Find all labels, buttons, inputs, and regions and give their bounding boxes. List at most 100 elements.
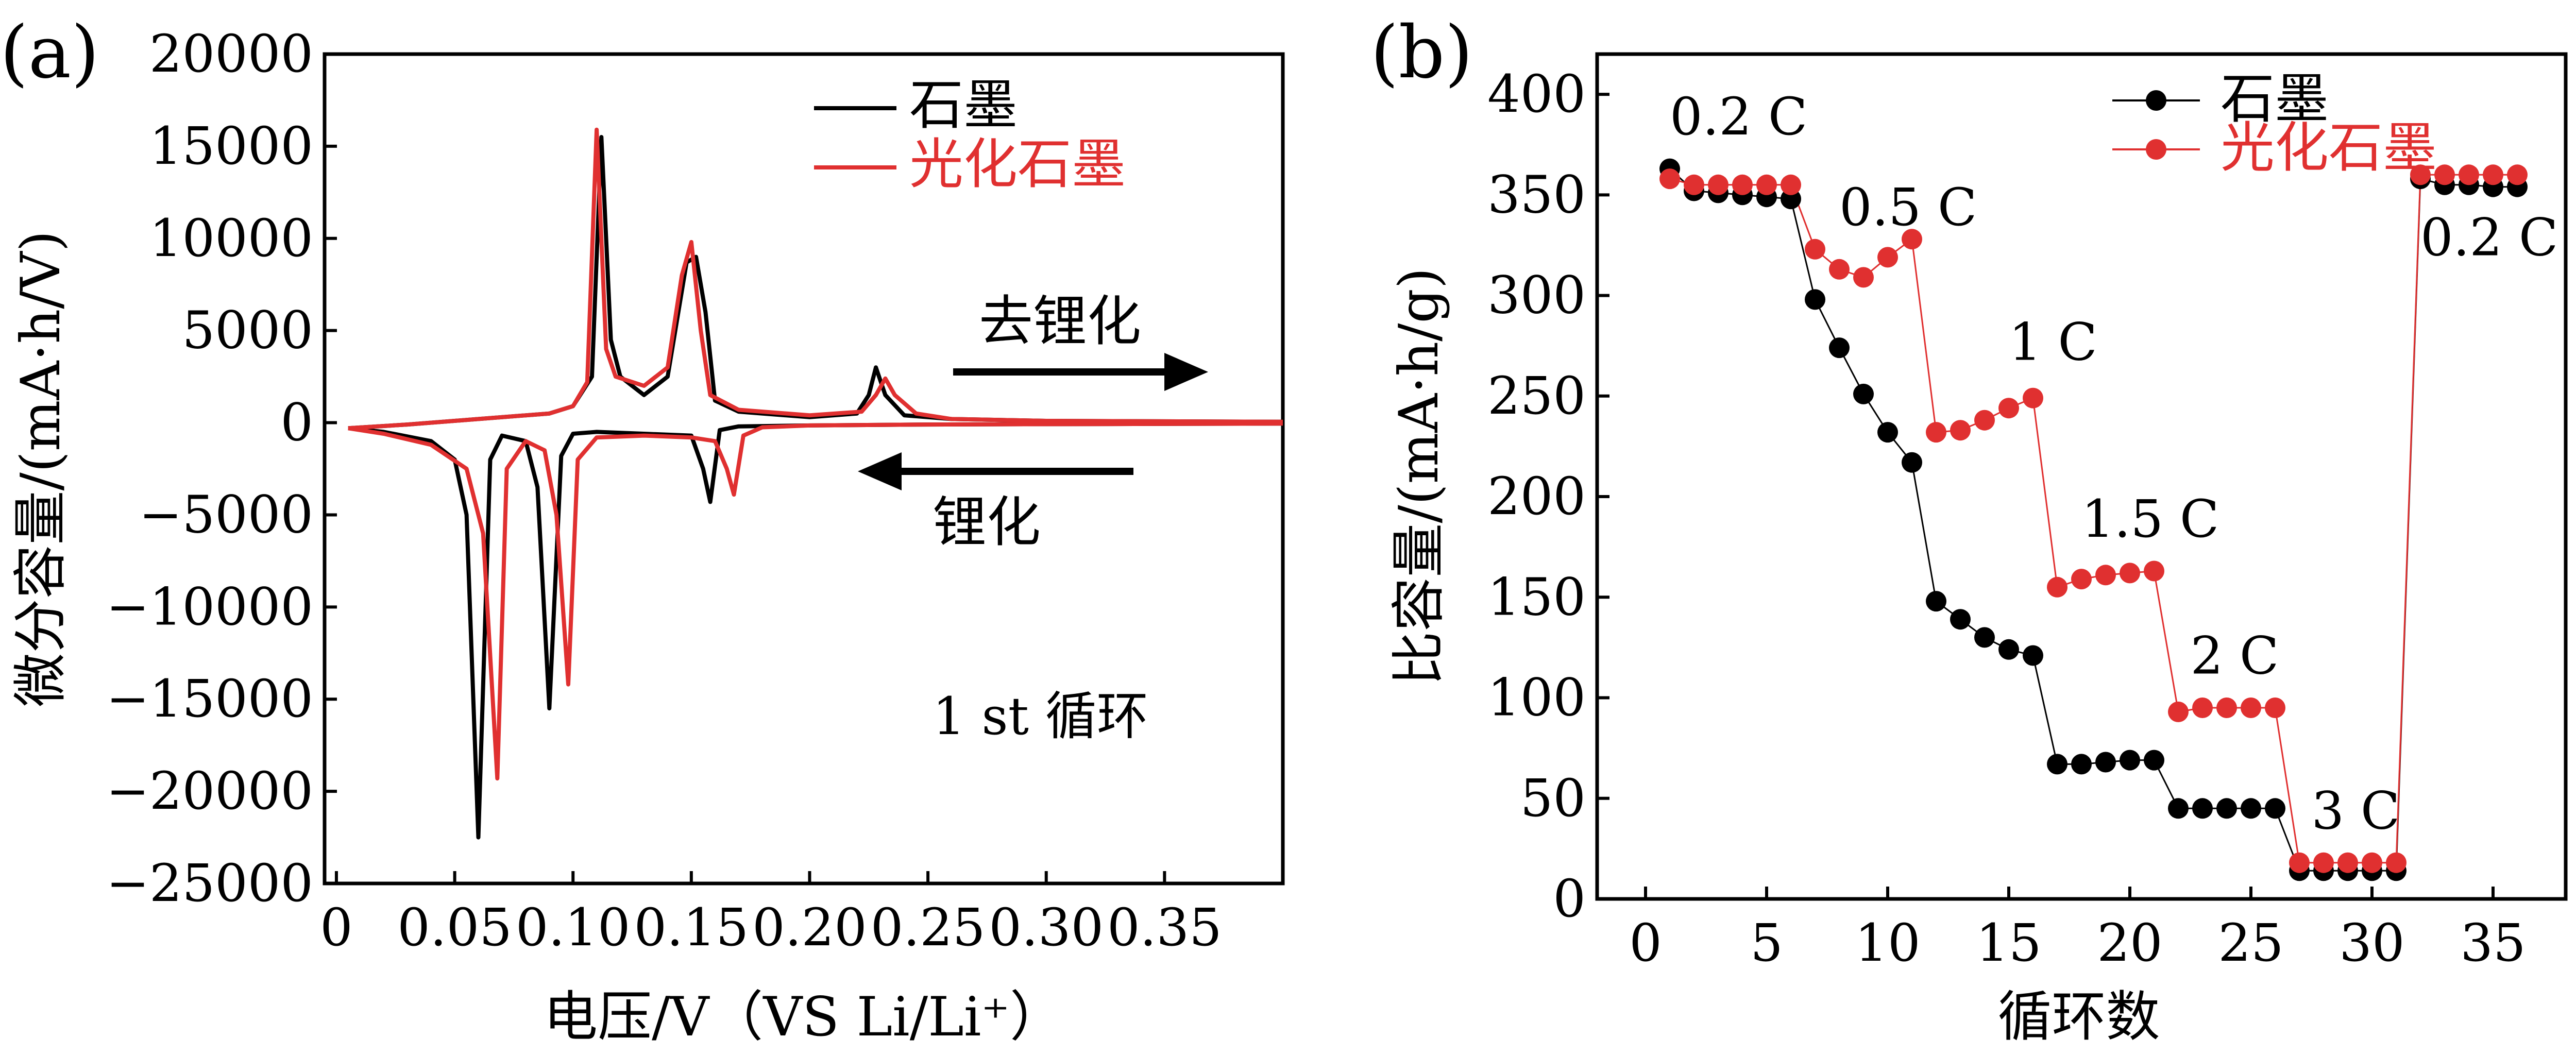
panel-b-series-0-point xyxy=(2216,798,2237,819)
panel-a-y-tick-label: 0 xyxy=(280,393,313,453)
panel-b-series-1-point xyxy=(1732,174,1753,195)
panel-a-series-0-branch-0 xyxy=(348,421,1283,840)
panel-b-x-tick-label: 15 xyxy=(1976,913,2041,973)
panel-b-y-tick-label: 0 xyxy=(1553,869,1586,929)
panel-b-x-tick-label: 30 xyxy=(2339,913,2404,973)
panel-b-series-1-point xyxy=(2023,387,2043,409)
panel-b-series-1-point xyxy=(1781,174,1801,195)
panel-b-series-1-point xyxy=(2192,697,2213,718)
panel-b-series-0-point xyxy=(1974,627,1995,648)
panel-b-series-1-point xyxy=(1877,247,1898,268)
panel-b-x-tick-label: 35 xyxy=(2460,913,2526,973)
panel-a-y-tick-label: −5000 xyxy=(139,484,313,544)
panel-a-y-tick-label: 10000 xyxy=(149,208,313,268)
panel-b-y-axis-label: 比容量/(mA·h/g) xyxy=(1387,267,1450,685)
panel-a-plot-frame xyxy=(323,52,1285,886)
panel-b-series-0-point xyxy=(2241,798,2261,819)
panel-b-series-1-point xyxy=(1684,174,1704,195)
panel-b-series-1-point xyxy=(2507,164,2528,185)
panel-b-x-tick-label: 0 xyxy=(1629,913,1662,973)
panel-b-series-1-point xyxy=(1708,174,1728,195)
panel-b-series-0-point xyxy=(2265,798,2285,819)
panel-b-series xyxy=(1659,158,2528,881)
panel-b-series-1-point xyxy=(2071,569,2092,590)
panel-b-x-tick-label: 25 xyxy=(2218,913,2283,973)
arrow-delithiation-head xyxy=(1164,353,1208,391)
panel-a-y-tick-label: 15000 xyxy=(149,116,313,176)
panel-b-rate-label: 0.2 C xyxy=(2420,208,2558,268)
panel-b-series-1-point xyxy=(1950,420,1971,441)
panel-a-x-tick-label: 0.25 xyxy=(871,897,986,958)
panel-a-x-tick-label: 0.30 xyxy=(989,897,1104,958)
panel-b-rate-labels: 0.2 C 0.5 C 1 C 1.5 C 2 C 3 C 0.2 C xyxy=(1670,87,2558,841)
panel-b-series-0-point xyxy=(2095,752,2116,773)
panel-b-y-tick-label: 100 xyxy=(1487,668,1586,728)
panel-b-series-1-point xyxy=(2337,852,2358,873)
annotation-delithiation: 去锂化 xyxy=(979,290,1141,353)
panel-b-y-tick-label: 150 xyxy=(1487,567,1586,627)
panel-b-x-tick-label: 20 xyxy=(2097,913,2162,973)
panel-b-x-axis-label: 循环数 xyxy=(1997,985,2160,1048)
panel-a-x-tick-label: 0.10 xyxy=(516,897,631,958)
panel-a-label: (a) xyxy=(0,11,99,95)
panel-b-series-1-point xyxy=(2434,164,2455,185)
panel-b-series-0-point xyxy=(1829,337,1850,359)
panel-a-series-0-branch-1 xyxy=(348,135,1283,431)
panel-b-series-1-point xyxy=(1756,174,1777,195)
panel-b-x-tick-label: 10 xyxy=(1855,913,1920,973)
panel-b-rate-label: 1.5 C xyxy=(2081,489,2219,549)
panel-a-y-tick-label: 5000 xyxy=(182,300,314,361)
panel-a-y-axis-label: 微分容量/(mA·h/V) xyxy=(9,231,72,707)
panel-b-series-0-point xyxy=(2192,798,2213,819)
panel-a-legend: 石墨 光化石墨 xyxy=(814,74,1126,196)
panel-b-series-1-point xyxy=(2144,560,2164,582)
panel-b-series-1-point xyxy=(1926,422,1946,443)
panel-a-y-tick-label: 20000 xyxy=(149,24,313,84)
panel-b-series-1-point xyxy=(1829,259,1850,280)
panel-b-series-0-point xyxy=(1926,591,1946,612)
panel-a-series-1-branch-1 xyxy=(348,127,1283,431)
panel-b-series-1-point xyxy=(1805,239,1825,260)
panel-b-series-1-point xyxy=(2095,565,2116,586)
panel-a-y-ticks: 20000 15000 10000 5000 0 −5000 −10000 −15000 −20… xyxy=(106,24,337,913)
panel-b-series-1-point xyxy=(2313,852,2334,873)
panel-b-series-1-point xyxy=(2047,576,2067,598)
legend-label-graphite: 石墨 xyxy=(909,74,1018,137)
panel-b-series-0-point xyxy=(1902,452,1922,473)
panel-b-series-0-point xyxy=(1877,422,1898,443)
panel-b-y-ticks: 0 50 100 150 200 250 300 350 400 xyxy=(1487,64,1609,929)
panel-a-y-tick-label: −25000 xyxy=(106,853,313,913)
panel-a-x-tick-label: 0 xyxy=(320,897,353,958)
panel-b-series-1-point xyxy=(2168,701,2189,722)
panel-b-x-ticks: 0 5 10 15 20 25 30 35 xyxy=(1629,887,2526,973)
annotation-lithiation: 锂化 xyxy=(933,491,1041,554)
panel-b-rate-label: 3 C xyxy=(2312,780,2400,841)
legend-label-photo-graphite: 光化石墨 xyxy=(909,133,1126,196)
panel-b-y-tick-label: 200 xyxy=(1487,466,1586,526)
panel-b-series-1-point xyxy=(2410,164,2431,185)
panel-b-series-1-point xyxy=(1974,410,1995,431)
panel-b-series-0-point xyxy=(2120,750,2140,771)
legend-b-marker-photo-graphite xyxy=(2146,139,2166,160)
panel-b-series-0-point xyxy=(2071,754,2092,775)
panel-b-series-1-point xyxy=(1659,168,1680,190)
panel-b-rate-label: 2 C xyxy=(2191,626,2279,686)
panel-b-series-1-point xyxy=(2362,852,2382,873)
panel-b-series-1-point xyxy=(2386,852,2406,873)
panel-b-plot-frame xyxy=(1595,52,2568,901)
panel-a-series-1-branch-0 xyxy=(348,421,1283,781)
panel-b-series-0-point xyxy=(1805,289,1825,310)
panel-b-series-1-point xyxy=(2120,563,2140,584)
panel-b-y-tick-label: 250 xyxy=(1487,366,1586,426)
panel-b-series-1-point xyxy=(2459,164,2479,185)
panel-b-label: (b) xyxy=(1370,11,1473,95)
panel-b-series-1-point xyxy=(1998,398,2019,419)
legend-b-label-graphite: 石墨 xyxy=(2221,67,2329,130)
panel-a-y-tick-label: −10000 xyxy=(106,576,313,637)
panel-b-y-tick-label: 300 xyxy=(1487,265,1586,326)
panel-b-series-0-point xyxy=(1950,609,1971,630)
panel-a-x-ticks: 0 0.05 0.10 0.15 0.20 0.25 0.30 0.35 xyxy=(320,871,1222,958)
legend-b-label-photo-graphite: 光化石墨 xyxy=(2221,116,2437,179)
panel-a-series xyxy=(348,127,1283,840)
